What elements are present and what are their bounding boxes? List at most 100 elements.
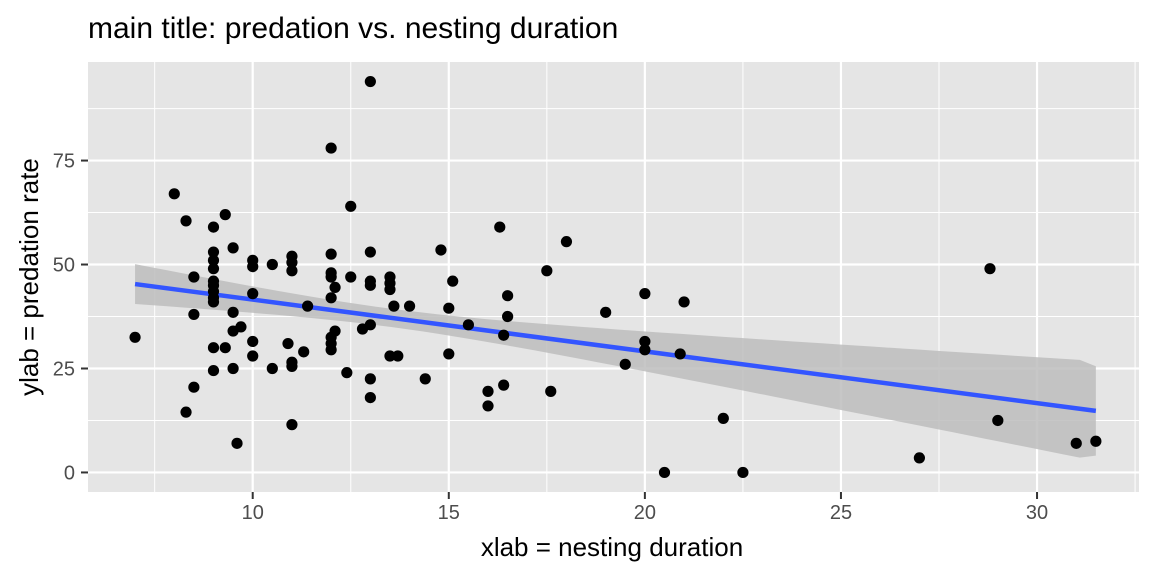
data-point	[494, 221, 506, 233]
data-point	[266, 258, 278, 271]
data-point	[325, 344, 337, 356]
y-tick-label: 75	[53, 151, 75, 173]
data-point	[502, 290, 514, 302]
data-point	[286, 360, 298, 373]
data-point	[384, 350, 396, 362]
x-tick-label: 30	[1026, 502, 1048, 524]
data-point	[545, 385, 557, 397]
data-point	[188, 308, 200, 321]
data-point	[286, 265, 298, 277]
data-point	[188, 381, 200, 393]
data-point	[403, 300, 416, 312]
data-point	[266, 362, 278, 375]
data-point	[482, 385, 494, 397]
data-point	[737, 466, 749, 479]
data-point	[498, 329, 510, 341]
confidence-band-layer	[135, 264, 1096, 458]
data-point	[207, 364, 220, 377]
data-point	[443, 348, 455, 360]
x-tick-label: 15	[438, 502, 460, 524]
data-point	[247, 261, 259, 273]
points-layer	[129, 75, 1102, 479]
data-point	[286, 256, 298, 269]
data-point	[168, 188, 180, 200]
y-axis-label: ylab = predation rate	[14, 158, 44, 396]
data-point	[247, 350, 259, 362]
data-point	[384, 283, 396, 296]
data-point	[227, 242, 239, 254]
data-point	[364, 279, 376, 291]
data-point	[188, 271, 200, 283]
data-point	[219, 209, 231, 221]
data-point	[639, 335, 651, 348]
data-point	[502, 310, 514, 323]
data-point	[600, 306, 612, 318]
fit-line-layer	[134, 281, 1097, 414]
data-point	[341, 367, 353, 379]
data-point	[207, 246, 220, 258]
data-point	[658, 466, 671, 479]
data-point	[129, 331, 141, 343]
regression-line	[134, 281, 1097, 414]
x-tick-label: 10	[242, 502, 264, 524]
data-point	[388, 300, 400, 312]
x-tick-label: 20	[634, 502, 656, 524]
data-point	[325, 271, 337, 283]
data-point	[560, 236, 573, 248]
data-point	[364, 373, 376, 385]
y-tick-label: 50	[53, 255, 75, 277]
data-point	[619, 358, 631, 370]
data-point	[219, 342, 231, 354]
data-point	[282, 337, 294, 350]
data-point	[247, 288, 259, 300]
data-point	[984, 263, 996, 275]
data-point	[678, 296, 690, 308]
data-point	[541, 265, 553, 277]
y-tick-label: 25	[53, 358, 75, 380]
data-point	[231, 437, 243, 449]
data-point	[329, 281, 341, 293]
data-point	[364, 246, 376, 258]
confidence-band	[135, 264, 1096, 458]
data-point	[992, 414, 1004, 427]
data-point	[364, 392, 376, 404]
data-point	[674, 348, 686, 360]
grid-lines	[88, 62, 1139, 492]
data-point	[447, 275, 459, 287]
y-tick-label: 0	[64, 462, 75, 484]
data-point	[235, 321, 247, 333]
data-point	[419, 373, 431, 385]
data-point	[247, 335, 259, 348]
data-point	[207, 342, 220, 354]
data-point	[329, 325, 341, 337]
data-point	[325, 248, 337, 260]
data-point	[298, 346, 310, 358]
chart-title: main title: predation vs. nesting durati…	[88, 12, 618, 45]
data-point	[364, 319, 376, 331]
data-point	[1090, 435, 1102, 447]
data-point	[1070, 437, 1082, 449]
data-point	[392, 350, 404, 362]
data-point	[364, 75, 376, 88]
data-point	[227, 362, 239, 375]
data-point	[302, 300, 314, 312]
data-point	[227, 306, 239, 318]
data-point	[325, 142, 337, 154]
data-point	[207, 221, 220, 233]
data-point	[180, 406, 192, 418]
data-point	[498, 379, 510, 391]
data-point	[462, 319, 474, 331]
data-point	[482, 400, 494, 412]
data-point	[639, 288, 651, 300]
data-point	[435, 244, 447, 256]
data-point	[639, 344, 651, 356]
data-point	[913, 452, 925, 464]
data-point	[207, 296, 220, 308]
data-point	[325, 292, 337, 304]
data-point	[345, 271, 357, 283]
data-point	[717, 412, 729, 424]
data-point	[345, 200, 357, 212]
data-point	[207, 254, 220, 266]
data-point	[443, 302, 455, 314]
